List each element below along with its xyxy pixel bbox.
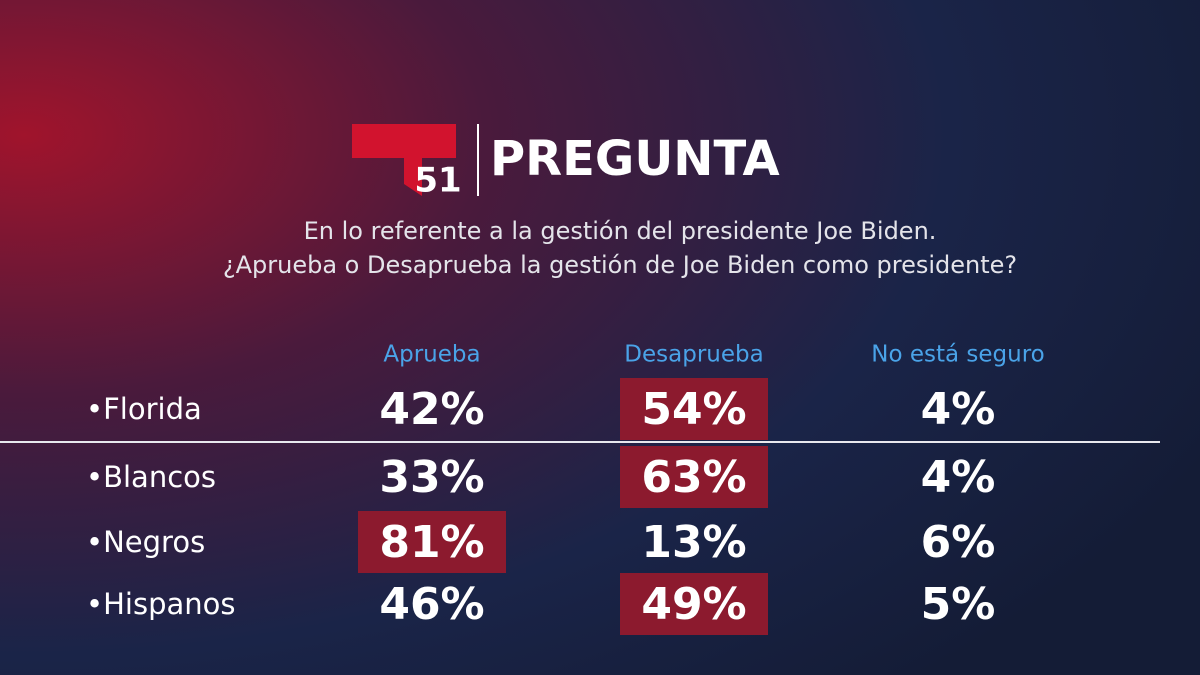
logo-number: 51	[414, 161, 461, 201]
cell-value: 6%	[921, 517, 996, 568]
logo-mark	[352, 124, 456, 196]
highlight	[620, 573, 768, 635]
row-label: •Blancos	[86, 460, 216, 494]
title: PREGUNTA	[490, 131, 780, 187]
cell-value: 5%	[921, 579, 996, 630]
question-line: En lo referente a la gestión del preside…	[304, 217, 937, 245]
row-label: •Negros	[86, 525, 205, 559]
cell-value: 13%	[641, 517, 746, 568]
cell-value: 54%	[641, 384, 746, 435]
row-label: •Florida	[86, 392, 202, 426]
cell-value: 49%	[641, 579, 746, 630]
column-header: Aprueba	[383, 342, 480, 368]
cell-value: 46%	[379, 579, 484, 630]
cell-value: 33%	[379, 452, 484, 503]
cell-value: 81%	[379, 517, 484, 568]
cell-value: 63%	[641, 452, 746, 503]
cell-value: 4%	[921, 384, 996, 435]
highlight	[620, 446, 768, 508]
question-line: ¿Aprueba o Desaprueba la gestión de Joe …	[223, 251, 1017, 279]
highlight	[620, 378, 768, 440]
row-label: •Hispanos	[86, 587, 236, 621]
logo: 51	[352, 124, 462, 201]
highlight	[358, 511, 506, 573]
column-header: No está seguro	[871, 342, 1044, 368]
cell-value: 42%	[379, 384, 484, 435]
cell-value: 4%	[921, 452, 996, 503]
column-header: Desaprueba	[624, 342, 763, 368]
